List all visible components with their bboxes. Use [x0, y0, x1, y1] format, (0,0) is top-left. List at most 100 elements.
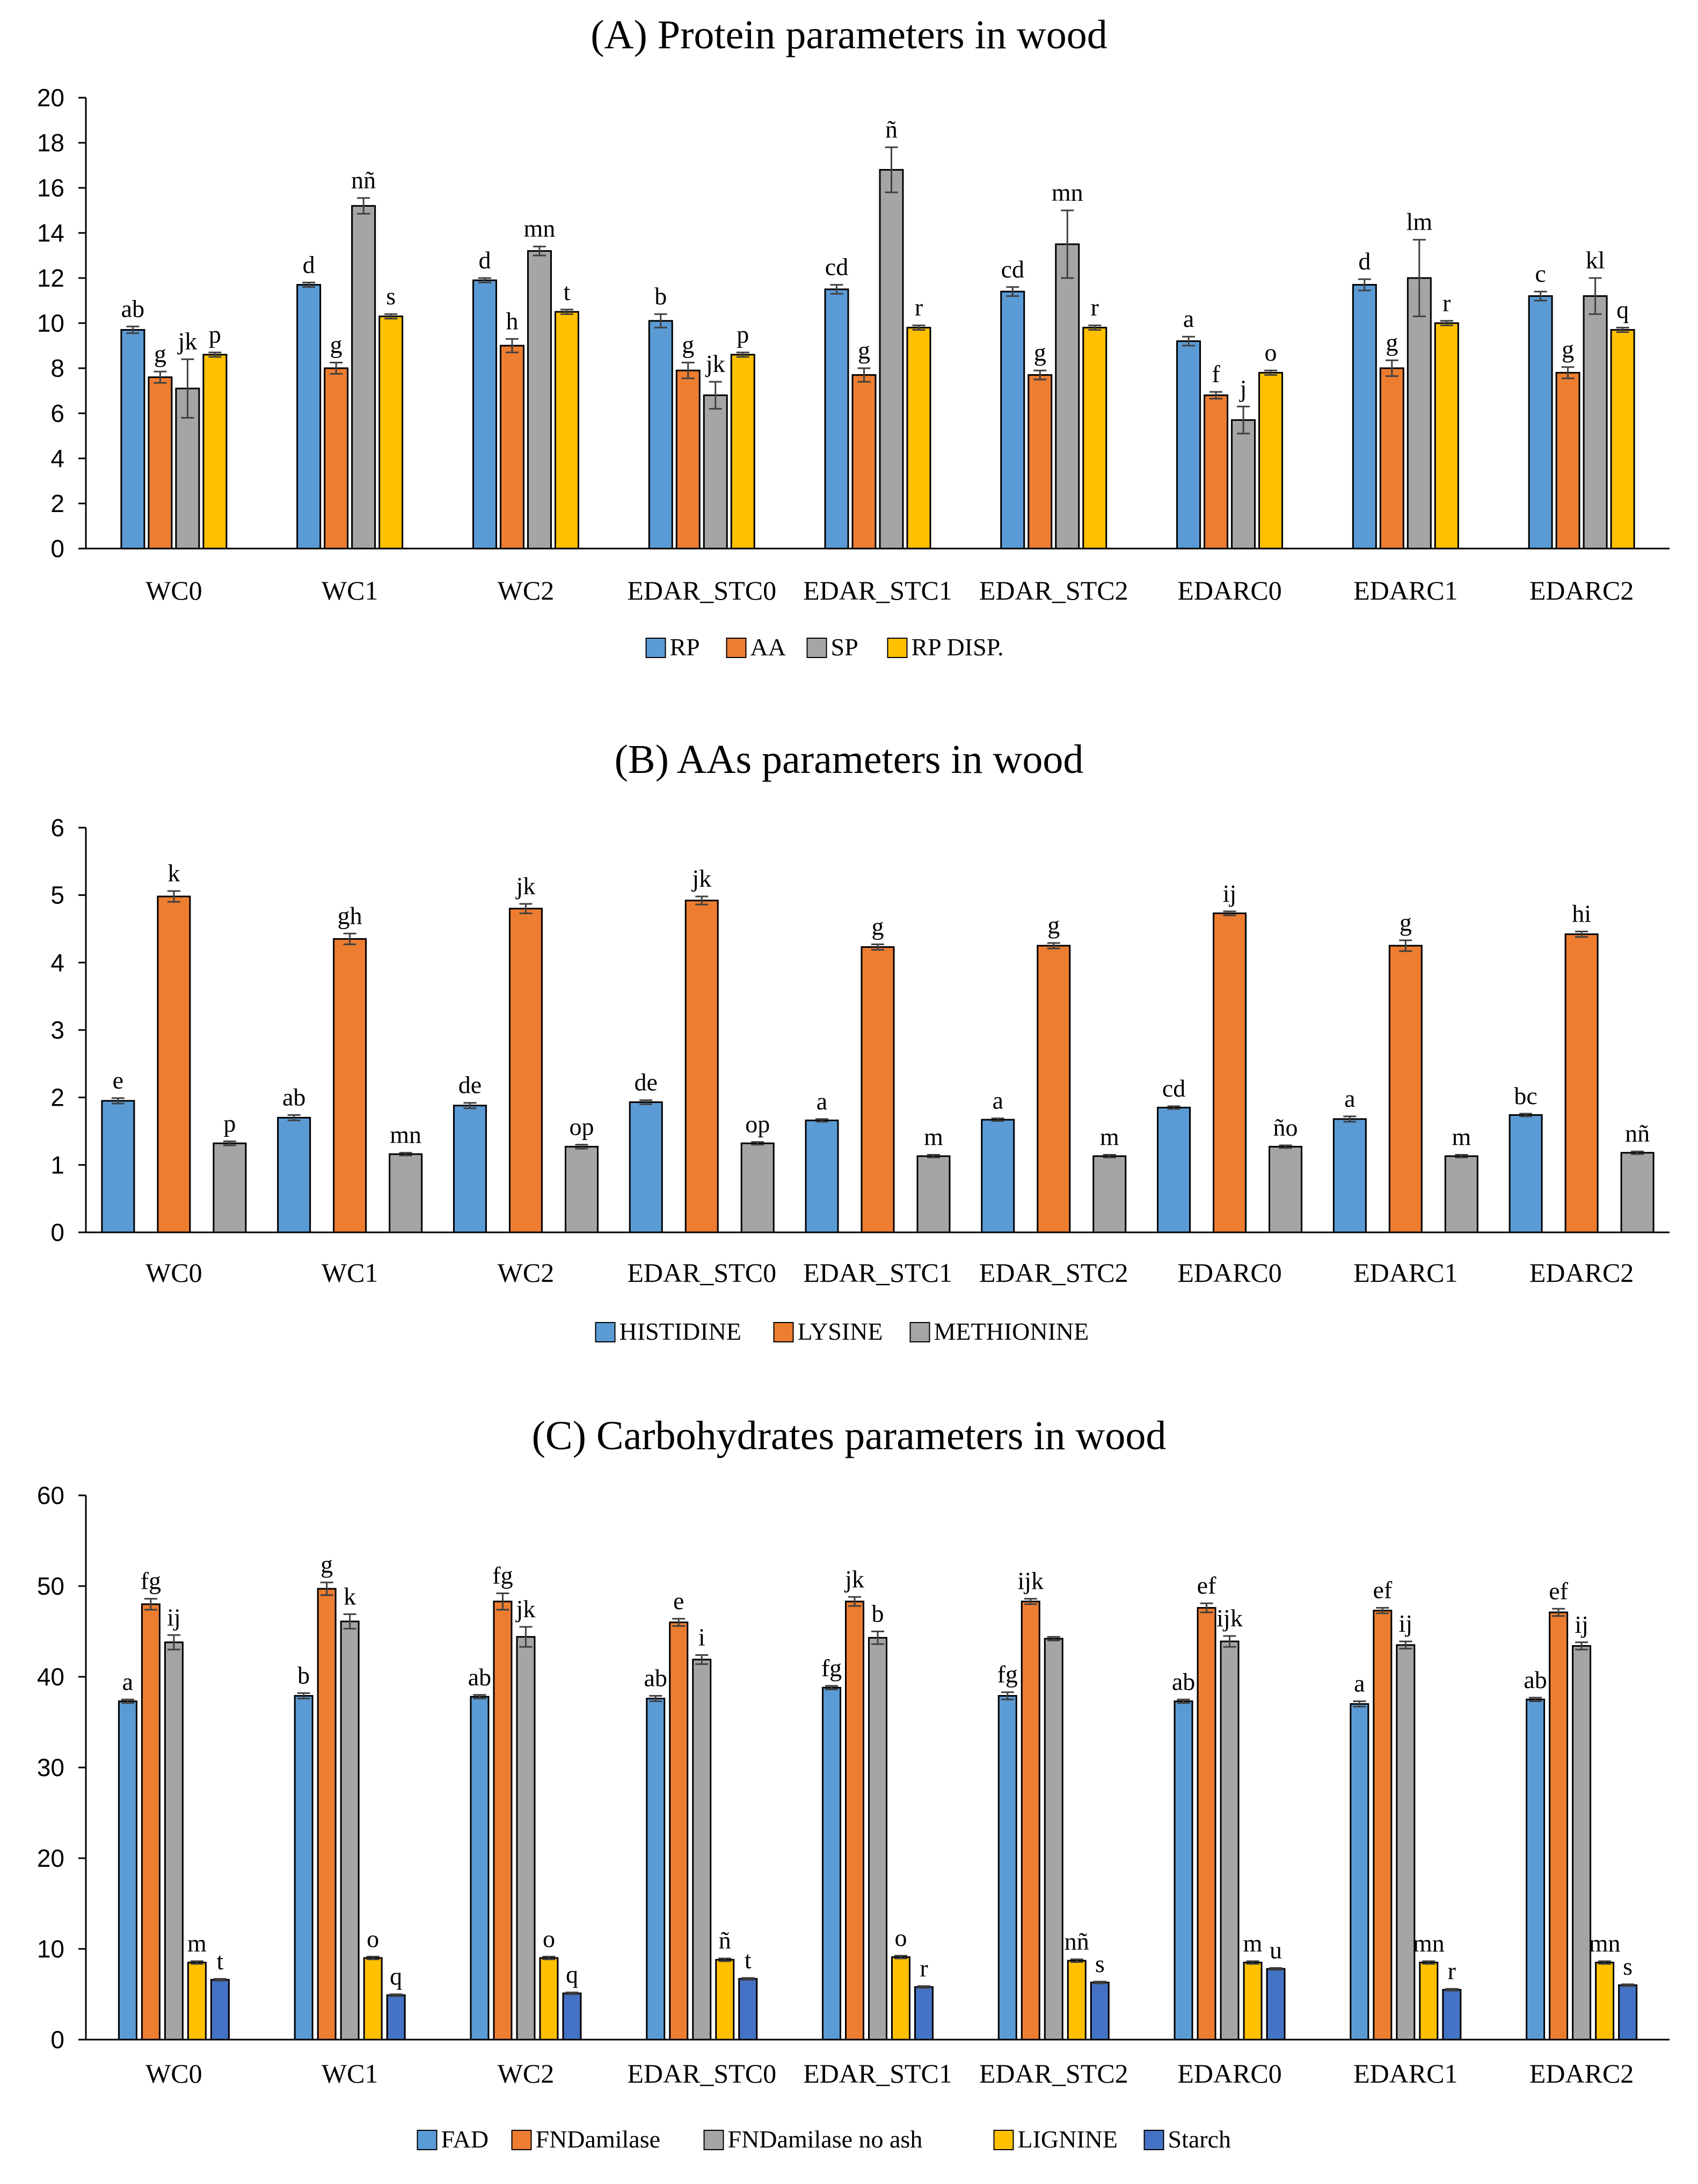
y-tick-label: 2	[50, 1084, 64, 1112]
data-label: de	[635, 1069, 658, 1096]
y-tick-label: 6	[50, 399, 64, 427]
data-label: k	[344, 1582, 356, 1610]
data-label: g	[682, 331, 694, 359]
data-label: ef	[1549, 1577, 1568, 1604]
data-label: r	[915, 294, 923, 321]
bar-histidine	[277, 1116, 311, 1233]
bar-methionine	[1092, 1155, 1127, 1233]
bar-starch	[914, 1986, 934, 2041]
y-tick-label: 2	[50, 490, 64, 517]
data-label: h	[506, 307, 518, 334]
bar-rp	[296, 284, 322, 550]
data-label: ab	[644, 1664, 667, 1691]
data-label: jk	[515, 1595, 536, 1623]
legend-label: FNDamilase no ash	[728, 2125, 923, 2153]
category-label: WC0	[145, 1258, 202, 1288]
data-label: o	[543, 1925, 555, 1952]
legend-label: FNDamilase	[536, 2125, 661, 2153]
category-label: EDAR_STC1	[803, 575, 952, 605]
data-label: m	[1243, 1930, 1263, 1957]
data-label: k	[167, 859, 180, 887]
bar-histidine	[1157, 1107, 1191, 1233]
bar-rp-disp-	[202, 354, 228, 550]
bar-starch	[1090, 1982, 1110, 2041]
category-label: WC2	[498, 2058, 555, 2088]
bar-fndamilase-no-ash	[1396, 1644, 1416, 2041]
data-label: g	[154, 340, 166, 367]
data-label: ij	[167, 1603, 181, 1631]
category-label: EDARC0	[1177, 575, 1281, 605]
data-label: cd	[1001, 255, 1024, 283]
bar-fad	[646, 1698, 666, 2041]
category-label: EDAR_STC2	[979, 575, 1128, 605]
bar-starch	[1618, 1984, 1638, 2041]
bar-histidine	[981, 1119, 1015, 1233]
bar-lysine	[1213, 912, 1247, 1233]
legend-label: LYSINE	[798, 1318, 883, 1345]
y-tick-label: 4	[50, 444, 64, 472]
data-label: g	[320, 1551, 333, 1578]
data-label: p	[737, 321, 749, 348]
category-label: WC0	[145, 575, 202, 605]
bar-histidine	[453, 1105, 487, 1233]
data-label: ijk	[1216, 1604, 1243, 1632]
bar-starch	[738, 1978, 758, 2041]
bar-fad	[118, 1700, 137, 2041]
y-tick-label: 10	[37, 309, 64, 337]
bar-aa	[1027, 374, 1053, 550]
bar-lignine	[1067, 1960, 1087, 2041]
legend-label: AA	[750, 633, 786, 661]
bar-histidine	[101, 1100, 135, 1233]
data-label: ab	[1524, 1666, 1547, 1693]
data-label: ij	[1223, 880, 1237, 907]
legend-label: Starch	[1168, 2125, 1231, 2153]
data-label: o	[1265, 339, 1277, 366]
bar-rp	[1176, 340, 1201, 550]
bar-lignine	[1595, 1961, 1615, 2041]
category-label: WC2	[498, 1258, 555, 1288]
bar-fad	[1174, 1700, 1193, 2041]
y-tick-label: 50	[37, 1572, 64, 1600]
legend-swatch-starch	[1143, 2130, 1164, 2150]
y-tick-label: 20	[37, 84, 64, 112]
data-label: a	[1344, 1085, 1355, 1112]
bar-rp-disp-	[1434, 322, 1459, 550]
data-label: mn	[1589, 1930, 1621, 1957]
data-label: jk	[177, 327, 197, 355]
bar-rp	[1000, 290, 1025, 550]
bar-rp	[472, 279, 497, 550]
legend-swatch-lysine	[773, 1322, 794, 1342]
bar-aa	[1555, 371, 1580, 550]
bar-rp-disp-	[1258, 371, 1284, 550]
data-label: jk	[844, 1565, 864, 1593]
bar-starch	[1266, 1968, 1286, 2041]
legend-label: RP DISP.	[912, 633, 1004, 661]
data-label: mn	[390, 1121, 421, 1149]
data-label: fg	[141, 1567, 161, 1595]
chart-2: (C) Carbohydrates parameters in wood 0 10 2…	[37, 1413, 1670, 2153]
category-label: EDARC1	[1353, 575, 1457, 605]
data-label: u	[1270, 1936, 1282, 1963]
data-label: j	[1239, 375, 1247, 402]
legend-swatch-methionine	[909, 1322, 930, 1342]
bar-rp	[648, 320, 673, 550]
chart-title: (A) Protein parameters in wood	[591, 12, 1107, 57]
legend-label: RP	[670, 633, 700, 661]
bar-methionine	[1444, 1155, 1478, 1233]
category-label: WC1	[322, 2058, 378, 2088]
data-label: ab	[282, 1083, 305, 1111]
bar-aa	[324, 367, 349, 550]
data-label: ñ	[885, 115, 898, 143]
bar-fndamilase-no-ash	[516, 1636, 536, 2041]
data-label: q	[566, 1961, 578, 1988]
data-label: s	[1623, 1953, 1633, 1980]
bar-sp	[703, 394, 728, 550]
data-label: r	[1448, 1957, 1456, 1984]
bar-starch	[562, 1992, 582, 2041]
bar-lignine	[187, 1961, 207, 2041]
bar-fndamilase-no-ash	[868, 1637, 887, 2041]
category-label: WC0	[145, 2058, 202, 2088]
data-label: jk	[691, 865, 711, 892]
data-label: mn	[1052, 179, 1083, 206]
data-label: m	[1100, 1123, 1119, 1150]
